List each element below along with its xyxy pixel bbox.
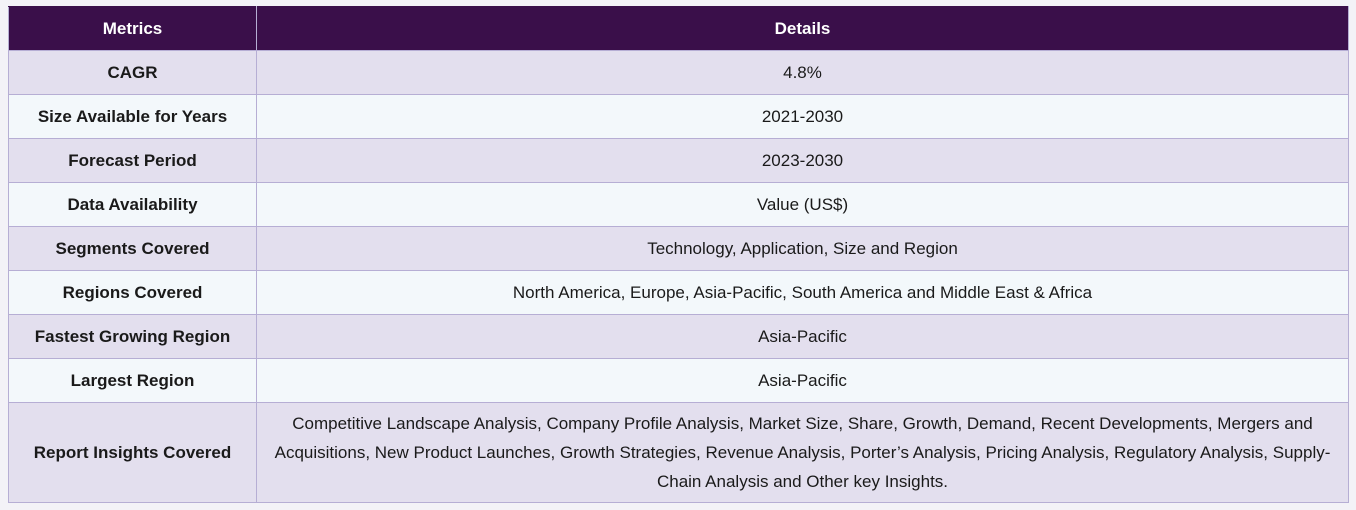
table-row: Report Insights Covered Competitive Land… — [8, 402, 1349, 503]
header-details: Details — [256, 6, 1349, 51]
metric-cell: Regions Covered — [8, 270, 257, 315]
table-row: Fastest Growing Region Asia-Pacific — [8, 314, 1349, 359]
table-header-row: Metrics Details — [8, 6, 1349, 51]
details-cell: Asia-Pacific — [256, 314, 1349, 359]
metric-cell: Size Available for Years — [8, 94, 257, 139]
details-cell: Competitive Landscape Analysis, Company … — [256, 402, 1349, 503]
details-cell: Value (US$) — [256, 182, 1349, 227]
metric-cell: CAGR — [8, 50, 257, 95]
header-metrics: Metrics — [8, 6, 257, 51]
details-cell: 4.8% — [256, 50, 1349, 95]
report-metrics-table: Metrics Details CAGR 4.8% Size Available… — [8, 6, 1349, 503]
metric-cell: Largest Region — [8, 358, 257, 403]
table-row: Size Available for Years 2021-2030 — [8, 94, 1349, 139]
details-cell: Asia-Pacific — [256, 358, 1349, 403]
table-row: Segments Covered Technology, Application… — [8, 226, 1349, 271]
metric-cell: Data Availability — [8, 182, 257, 227]
table-row: Data Availability Value (US$) — [8, 182, 1349, 227]
details-cell: North America, Europe, Asia-Pacific, Sou… — [256, 270, 1349, 315]
details-cell: 2023-2030 — [256, 138, 1349, 183]
table-row: Largest Region Asia-Pacific — [8, 358, 1349, 403]
metric-cell: Segments Covered — [8, 226, 257, 271]
report-metrics-table-container: Metrics Details CAGR 4.8% Size Available… — [8, 6, 1349, 503]
details-cell: Technology, Application, Size and Region — [256, 226, 1349, 271]
table-row: Regions Covered North America, Europe, A… — [8, 270, 1349, 315]
table-row: Forecast Period 2023-2030 — [8, 138, 1349, 183]
metric-cell: Fastest Growing Region — [8, 314, 257, 359]
details-cell: 2021-2030 — [256, 94, 1349, 139]
metric-cell: Forecast Period — [8, 138, 257, 183]
table-row: CAGR 4.8% — [8, 50, 1349, 95]
metric-cell: Report Insights Covered — [8, 402, 257, 503]
